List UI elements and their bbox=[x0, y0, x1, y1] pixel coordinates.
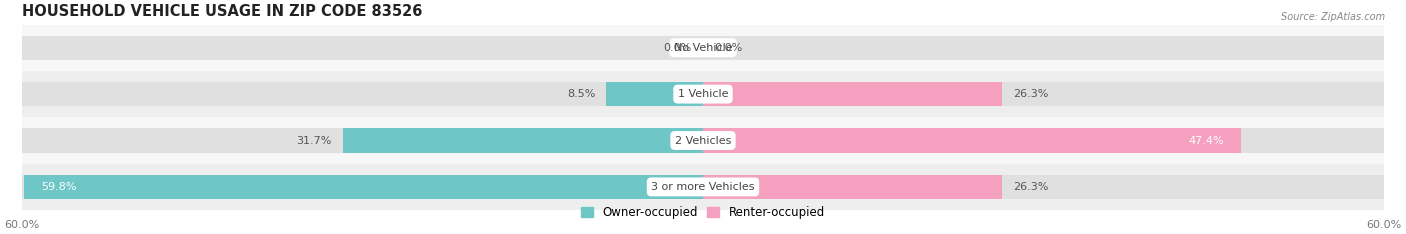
Text: 8.5%: 8.5% bbox=[567, 89, 595, 99]
Bar bbox=[703, 82, 1385, 106]
Bar bbox=[21, 71, 1385, 117]
Bar bbox=[21, 128, 703, 153]
Bar bbox=[21, 117, 1385, 164]
Text: No Vehicle: No Vehicle bbox=[673, 43, 733, 53]
Text: 26.3%: 26.3% bbox=[1012, 89, 1049, 99]
Bar bbox=[703, 82, 1001, 106]
Legend: Owner-occupied, Renter-occupied: Owner-occupied, Renter-occupied bbox=[581, 206, 825, 219]
Text: 47.4%: 47.4% bbox=[1188, 135, 1225, 146]
Bar bbox=[703, 128, 1241, 153]
Text: HOUSEHOLD VEHICLE USAGE IN ZIP CODE 83526: HOUSEHOLD VEHICLE USAGE IN ZIP CODE 8352… bbox=[21, 4, 422, 19]
Bar bbox=[21, 25, 1385, 71]
Bar bbox=[703, 128, 1385, 153]
Text: 0.0%: 0.0% bbox=[664, 43, 692, 53]
Bar bbox=[21, 164, 1385, 210]
Bar bbox=[703, 175, 1385, 199]
Text: 31.7%: 31.7% bbox=[297, 135, 332, 146]
Bar bbox=[606, 82, 703, 106]
Bar bbox=[21, 36, 703, 60]
Text: 1 Vehicle: 1 Vehicle bbox=[678, 89, 728, 99]
Text: 0.0%: 0.0% bbox=[714, 43, 742, 53]
Text: 3 or more Vehicles: 3 or more Vehicles bbox=[651, 182, 755, 192]
Bar bbox=[703, 175, 1001, 199]
Bar bbox=[343, 128, 703, 153]
Bar bbox=[21, 82, 703, 106]
Text: 59.8%: 59.8% bbox=[41, 182, 76, 192]
Text: Source: ZipAtlas.com: Source: ZipAtlas.com bbox=[1281, 12, 1385, 22]
Text: 2 Vehicles: 2 Vehicles bbox=[675, 135, 731, 146]
Bar bbox=[24, 175, 703, 199]
Bar bbox=[703, 36, 1385, 60]
Bar bbox=[21, 175, 703, 199]
Text: 26.3%: 26.3% bbox=[1012, 182, 1049, 192]
